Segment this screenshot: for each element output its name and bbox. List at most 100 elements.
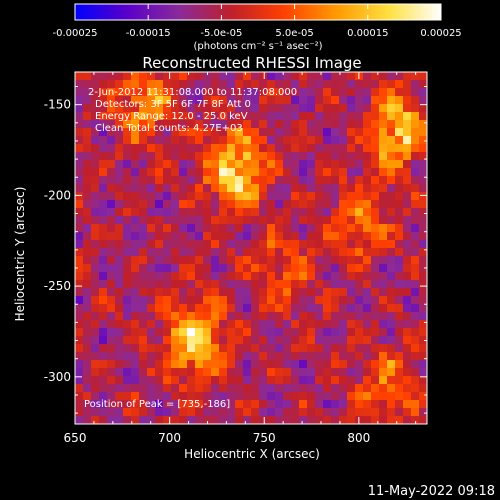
heatmap-cell xyxy=(307,168,316,177)
heatmap-cell xyxy=(251,328,260,337)
heatmap-cell xyxy=(379,304,388,313)
heatmap-cell xyxy=(195,168,204,177)
heatmap-cell xyxy=(203,224,212,233)
heatmap-cell xyxy=(371,240,380,249)
colorbar-unit-label: (photons cm⁻² s⁻¹ asec⁻²) xyxy=(193,41,322,52)
heatmap-cell xyxy=(363,360,372,369)
heatmap-cell xyxy=(235,376,244,385)
heatmap-cell xyxy=(291,288,300,297)
heatmap-cell xyxy=(395,344,404,353)
heatmap-cell xyxy=(259,88,268,97)
heatmap-cell xyxy=(251,408,260,417)
heatmap-cell xyxy=(179,96,188,105)
heatmap-cell xyxy=(347,288,356,297)
heatmap-cell xyxy=(275,376,284,385)
heatmap-cell xyxy=(275,384,284,393)
heatmap-cell xyxy=(371,160,380,169)
heatmap-cell xyxy=(251,192,260,201)
heatmap-cell xyxy=(195,216,204,225)
heatmap-cell xyxy=(371,168,380,177)
heatmap-cell xyxy=(211,232,220,241)
heatmap-cell xyxy=(403,256,412,265)
heatmap-cell xyxy=(195,248,204,257)
heatmap-cell xyxy=(163,288,172,297)
heatmap-cell xyxy=(419,136,427,145)
heatmap-cell xyxy=(331,224,340,233)
heatmap-cell xyxy=(411,136,420,145)
heatmap-cell xyxy=(267,280,276,289)
heatmap-cell xyxy=(355,136,364,145)
heatmap-cell xyxy=(123,216,132,225)
heatmap-cell xyxy=(243,280,252,289)
heatmap-cell xyxy=(331,96,340,105)
heatmap-cell xyxy=(259,360,268,369)
heatmap-cell xyxy=(115,112,124,121)
heatmap-cell xyxy=(291,352,300,361)
heatmap-cell xyxy=(163,224,172,233)
x-axis-label: Heliocentric X (arcsec) xyxy=(184,447,320,461)
heatmap-cell xyxy=(75,320,84,329)
heatmap-cell xyxy=(315,360,324,369)
heatmap-cell xyxy=(275,80,284,89)
heatmap-cell xyxy=(283,384,292,393)
heatmap-cell xyxy=(395,376,404,385)
heatmap-cell xyxy=(155,72,164,81)
heatmap-cell xyxy=(155,328,164,337)
colorbar xyxy=(74,3,442,21)
heatmap-cell xyxy=(395,320,404,329)
heatmap-cell xyxy=(299,120,308,129)
heatmap-cell xyxy=(323,288,332,297)
heatmap-cell xyxy=(123,384,132,393)
heatmap-cell xyxy=(187,152,196,161)
heatmap-cell xyxy=(411,336,420,345)
heatmap-cell xyxy=(307,128,316,137)
heatmap-cell xyxy=(411,200,420,209)
heatmap-cell xyxy=(411,384,420,393)
heatmap-cell xyxy=(379,72,388,81)
heatmap-cell xyxy=(275,168,284,177)
heatmap-cell xyxy=(251,392,260,401)
heatmap-cell xyxy=(227,160,236,169)
heatmap-cell xyxy=(251,360,260,369)
heatmap-cell xyxy=(339,256,348,265)
heatmap-cell xyxy=(395,192,404,201)
heatmap-cell xyxy=(243,392,252,401)
heatmap-cell xyxy=(387,272,396,281)
heatmap-cell xyxy=(387,200,396,209)
heatmap-cell xyxy=(99,224,108,233)
heatmap-cell xyxy=(75,256,84,265)
heatmap-cell xyxy=(235,384,244,393)
heatmap-cell xyxy=(155,304,164,313)
heatmap-cell xyxy=(155,104,164,113)
heatmap-cell xyxy=(315,416,324,424)
heatmap-cell xyxy=(379,96,388,105)
heatmap-cell xyxy=(411,368,420,377)
heatmap-cell xyxy=(75,248,84,257)
heatmap-cell xyxy=(235,104,244,113)
heatmap-cell xyxy=(107,160,116,169)
heatmap-cell xyxy=(355,400,364,409)
heatmap-cell xyxy=(163,328,172,337)
heatmap-cell xyxy=(363,136,372,145)
heatmap-cell xyxy=(275,296,284,305)
heatmap-cell xyxy=(243,104,252,113)
heatmap-cell xyxy=(219,88,228,97)
heatmap-cell xyxy=(115,248,124,257)
heatmap-cell xyxy=(227,344,236,353)
heatmap-cell xyxy=(227,224,236,233)
heatmap-cell xyxy=(243,176,252,185)
heatmap-cell xyxy=(339,120,348,129)
heatmap-cell xyxy=(115,128,124,137)
heatmap-cell xyxy=(83,184,92,193)
heatmap-cell xyxy=(291,264,300,273)
heatmap-cell xyxy=(363,304,372,313)
heatmap-cell xyxy=(259,216,268,225)
heatmap-cell xyxy=(211,104,220,113)
heatmap-cell xyxy=(107,304,116,313)
heatmap-cell xyxy=(283,104,292,113)
heatmap-cell xyxy=(419,216,427,225)
heatmap-cell xyxy=(339,168,348,177)
heatmap-cell xyxy=(291,80,300,89)
heatmap-cell xyxy=(387,280,396,289)
